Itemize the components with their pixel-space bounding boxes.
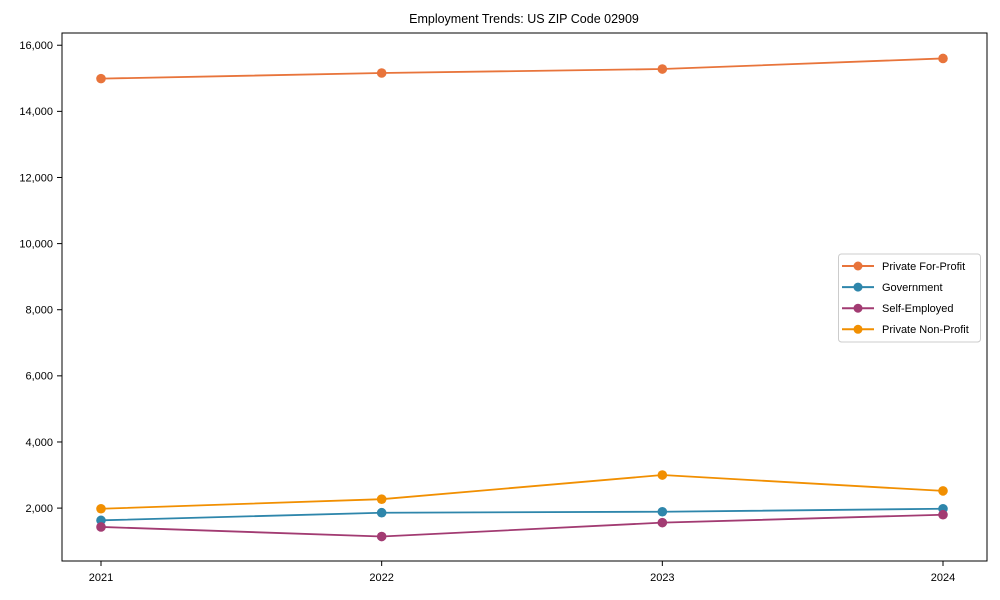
chart-title: Employment Trends: US ZIP Code 02909 [409,12,639,26]
legend: Private For-Profit Government Self-Employe… [838,253,981,343]
y-tick-label: 10,000 [19,238,53,250]
data-point-private-for-profit [96,73,106,84]
plot-frame [61,32,988,562]
legend-label-private-non-profit: Private Non-Profit [882,324,969,336]
data-point-private-for-profit [657,64,668,74]
legend-marker-private-for-profit [853,261,863,271]
data-point-self-employed [96,522,106,532]
data-point-government [376,507,387,518]
y-tick-label: 6,000 [25,371,53,383]
data-point-self-employed [376,531,387,542]
y-tick-label: 16,000 [19,40,53,52]
legend-label-self-employed: Self-Employed [882,303,954,315]
data-point-private-non-profit [657,470,668,480]
y-tick-label: 12,000 [19,172,53,184]
data-point-government [657,506,668,517]
data-point-private-for-profit [376,68,387,78]
series-line-government [100,507,944,522]
series-line-private-non-profit [100,474,944,510]
legend-marker-government [853,282,863,292]
data-point-private-non-profit [938,486,948,496]
data-point-self-employed [938,509,948,520]
series-line-self-employed [100,513,944,538]
x-tick-label: 2023 [650,572,674,584]
legend-box [838,253,981,343]
legend-label-government: Government [882,282,943,294]
series-layer [96,53,948,542]
data-point-self-employed [657,517,668,528]
y-tick-label: 14,000 [19,106,53,118]
legend-marker-private-non-profit [853,324,863,334]
series-line-private-for-profit [100,57,944,80]
data-point-private-for-profit [938,53,948,64]
legend-label-private-for-profit: Private For-Profit [882,261,965,273]
legend-marker-self-employed [853,303,863,313]
data-point-private-non-profit [376,494,387,504]
y-tick-label: 4,000 [25,437,53,449]
data-point-government [96,515,106,526]
y-tick-label: 8,000 [25,305,53,317]
axes-layer: 2,000 4,000 6,000 8,000 10,000 12,000 14,000 16… [19,32,988,584]
x-tick-label: 2022 [369,572,393,584]
x-tick-label: 2024 [931,572,955,584]
data-point-private-non-profit [96,503,106,514]
y-tick-label: 2,000 [25,503,53,515]
x-tick-label: 2021 [89,572,113,584]
